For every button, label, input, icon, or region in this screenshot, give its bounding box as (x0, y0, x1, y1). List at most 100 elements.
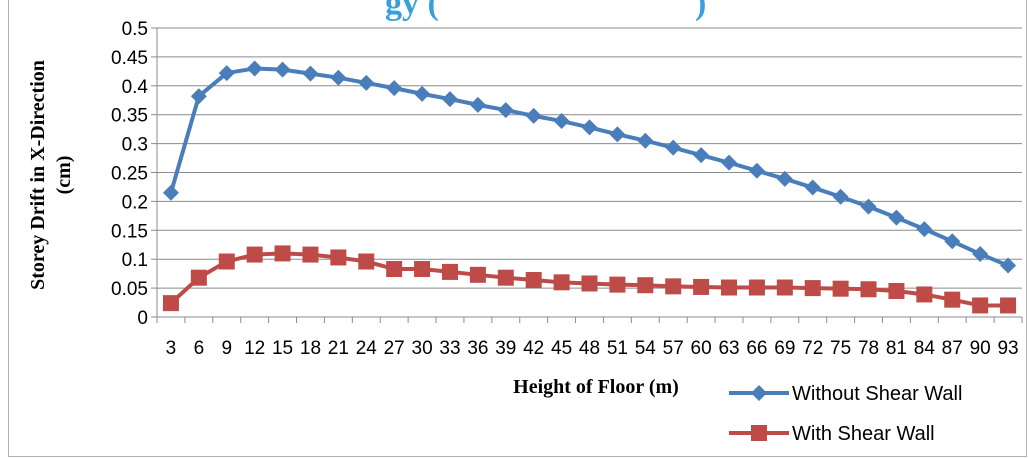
series-layer (163, 60, 1016, 313)
x-tick-label: 93 (997, 338, 1018, 359)
y-tick-label: 0.3 (122, 135, 148, 156)
data-point (805, 280, 821, 296)
data-point (247, 60, 263, 76)
x-tick-labels: 3 6 9 12 15 18 21 24 27 30 33 36 39 42 45 48 51 54 57 60 63 6… (166, 338, 1019, 359)
x-tick-label: 81 (886, 338, 907, 359)
data-point (833, 281, 849, 297)
data-point (637, 133, 653, 149)
legend-marker (751, 425, 767, 441)
x-tick-label: 57 (663, 338, 684, 359)
x-tick-label: 27 (384, 338, 405, 359)
data-point (302, 66, 318, 82)
x-tick-label: 6 (194, 338, 205, 359)
legend-label: With Shear Wall (792, 423, 935, 445)
y-tick-labels: 0 0.05 0.1 0.15 0.2 0.25 0.3 0.35 0.4 0.45 0.5 (111, 19, 148, 329)
data-point (972, 297, 988, 313)
data-point (414, 86, 430, 102)
data-point (749, 280, 765, 296)
x-tick-label: 48 (579, 338, 600, 359)
y-tick-label: 0.35 (111, 106, 148, 127)
data-point (777, 171, 793, 187)
data-point (247, 247, 263, 263)
data-point (358, 75, 374, 91)
x-tick-label: 18 (300, 338, 321, 359)
data-point (470, 97, 486, 113)
chart-title: gy ( ) (385, 0, 706, 22)
data-point (582, 119, 598, 135)
data-point (944, 233, 960, 249)
x-tick-label: 12 (244, 338, 265, 359)
y-tick-label: 0 (137, 308, 148, 329)
x-tick-label: 45 (551, 338, 572, 359)
y-tick-label: 0.15 (111, 221, 148, 242)
legend-marker (751, 385, 767, 401)
y-axis-label: Storey Drift in X-Direction (27, 60, 49, 290)
data-point (330, 70, 346, 86)
data-point (275, 62, 291, 78)
title-visible-fragment: gy ( (385, 0, 439, 22)
data-point (665, 140, 681, 156)
y-tick-label: 0.05 (111, 279, 148, 300)
data-point (888, 210, 904, 226)
data-point (163, 185, 179, 201)
x-tick-label: 60 (691, 338, 712, 359)
data-point (386, 261, 402, 277)
x-tick-label: 84 (914, 338, 936, 359)
data-point (163, 295, 179, 311)
data-point (916, 221, 932, 237)
legend-label: Without Shear Wall (792, 383, 962, 405)
series-line (171, 68, 1008, 265)
data-point (358, 254, 374, 270)
x-tick-label: 75 (830, 338, 851, 359)
data-point (554, 274, 570, 290)
data-point (888, 283, 904, 299)
x-tick-label: 15 (272, 338, 293, 359)
data-point (609, 126, 625, 142)
x-tick-label: 54 (635, 338, 657, 359)
data-point (721, 280, 737, 296)
x-tick-label: 72 (802, 338, 823, 359)
data-point (777, 280, 793, 296)
y-tick-label: 0.45 (111, 48, 148, 69)
data-point (219, 254, 235, 270)
series-without-shear-wall (163, 60, 1016, 273)
data-point (1000, 297, 1016, 313)
x-tick-label: 39 (495, 338, 516, 359)
y-tick-label: 0.1 (122, 250, 148, 271)
x-tick-label: 51 (607, 338, 628, 359)
x-tick-label: 63 (718, 338, 739, 359)
data-point (861, 281, 877, 297)
x-tick-label: 9 (221, 338, 232, 359)
data-point (721, 155, 737, 171)
x-tick-label: 90 (970, 338, 991, 359)
data-point (526, 272, 542, 288)
data-point (498, 270, 514, 286)
x-tick-label: 66 (746, 338, 767, 359)
x-tick-label: 69 (774, 338, 795, 359)
legend: Without Shear Wall With Shear Wall (729, 383, 962, 445)
title-closing-fragment: ) (695, 0, 706, 22)
data-point (944, 292, 960, 308)
data-point (442, 264, 458, 280)
data-point (693, 147, 709, 163)
y-axis-label-unit: (cm) (53, 156, 75, 195)
data-point (582, 275, 598, 291)
x-tick-label: 42 (523, 338, 544, 359)
data-point (665, 278, 681, 294)
data-point (916, 286, 932, 302)
x-tick-label: 36 (467, 338, 488, 359)
data-point (1000, 258, 1016, 274)
data-point (386, 80, 402, 96)
data-point (693, 279, 709, 295)
y-tick-label: 0.25 (111, 164, 148, 185)
series-with-shear-wall (163, 245, 1016, 313)
x-tick-label: 87 (942, 338, 963, 359)
x-axis-label: Height of Floor (m) (513, 376, 679, 398)
data-point (302, 247, 318, 263)
x-tick-label: 24 (356, 338, 378, 359)
legend-entry: Without Shear Wall (729, 383, 962, 405)
data-point (833, 189, 849, 205)
data-point (330, 249, 346, 265)
data-point (805, 180, 821, 196)
